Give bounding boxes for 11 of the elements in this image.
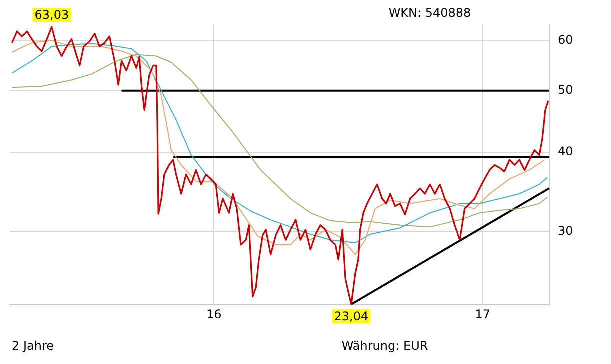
annotation: 23,04: [334, 310, 369, 324]
y-tick-label: 40: [558, 144, 574, 159]
x-tick-label: 17: [475, 307, 490, 322]
text: 2 Jahre: [12, 339, 54, 354]
chart-subtitle: WKN: 540888: [388, 6, 472, 20]
text: Währung: EUR: [342, 339, 428, 354]
annotation: 63,03: [34, 8, 70, 22]
y-tick-label: 60: [558, 32, 574, 47]
x-tick-label: 16: [206, 307, 222, 322]
y-tick-label: 50: [558, 83, 574, 98]
y-tick-label: 30: [558, 224, 574, 238]
